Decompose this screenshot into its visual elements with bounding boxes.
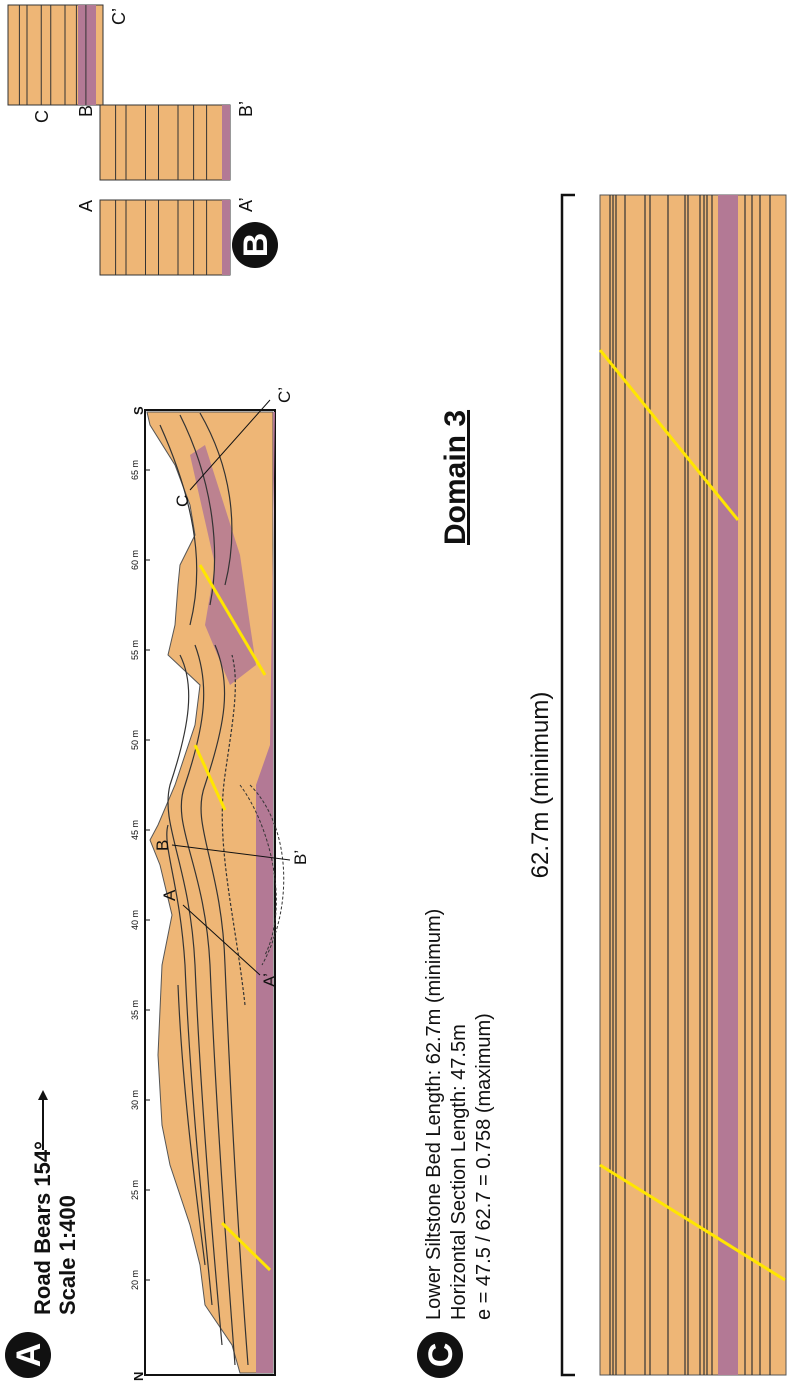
distance-label: 45 m	[130, 820, 140, 840]
column-siltstone	[222, 200, 230, 275]
text-line: Lower Siltstone Bed Length: 62.7m (minim…	[423, 909, 445, 1320]
restored-bed	[600, 195, 786, 1375]
distance-label: 60 m	[130, 550, 140, 570]
text-line: e = 47.5 / 62.7 = 0.758 (maximum)	[473, 1013, 495, 1320]
figure: A Road Bears 154° Scale 1:400 A A’ B B’ …	[0, 0, 788, 1385]
badge-label: B	[237, 233, 275, 258]
rotated-figure: A Road Bears 154° Scale 1:400 A A’ B B’ …	[1, 5, 786, 1384]
badge-label: A	[10, 1343, 48, 1368]
column-label: B	[76, 105, 96, 117]
column-label: A	[76, 200, 96, 212]
column-label: C	[32, 110, 52, 123]
section-label: B’	[291, 850, 310, 865]
distance-label: 25 m	[130, 1180, 140, 1200]
distance-label: 40 m	[130, 910, 140, 930]
section-label: A	[160, 889, 179, 901]
section-label: C’	[275, 387, 294, 403]
title: Domain 3	[439, 410, 472, 545]
road-bearing: Road Bears 154°	[30, 1141, 55, 1315]
column-label: A’	[236, 197, 256, 212]
badge-label: C	[422, 1343, 460, 1368]
distance-label: 55 m	[130, 640, 140, 660]
column	[100, 200, 230, 275]
text-line: Horizontal Section Length: 47.5m	[448, 1024, 470, 1320]
distance-label: 30 m	[130, 1090, 140, 1110]
scale: Scale 1:400	[55, 1195, 80, 1315]
column-label: C’	[109, 8, 129, 25]
column	[100, 105, 230, 180]
column-label: B’	[236, 101, 256, 117]
columns: A A’ B B’ C C’	[8, 5, 256, 275]
distance-label: 50 m	[130, 730, 140, 750]
column-siltstone	[222, 105, 230, 180]
siltstone-band	[718, 195, 738, 1375]
distance-label: 65 m	[130, 460, 140, 480]
north-label: N	[131, 1372, 146, 1381]
bracket	[562, 195, 575, 1375]
section-label: B	[153, 840, 172, 851]
section-label: C	[173, 495, 192, 507]
distance-label: 35 m	[130, 1000, 140, 1020]
south-label: S	[131, 406, 146, 415]
arrow-head	[38, 1090, 48, 1100]
column-siltstone	[78, 5, 96, 105]
bar-label: 62.7m (minimum)	[527, 692, 554, 879]
section-label: A’	[260, 973, 279, 987]
distance-label: 20 m	[130, 1270, 140, 1290]
